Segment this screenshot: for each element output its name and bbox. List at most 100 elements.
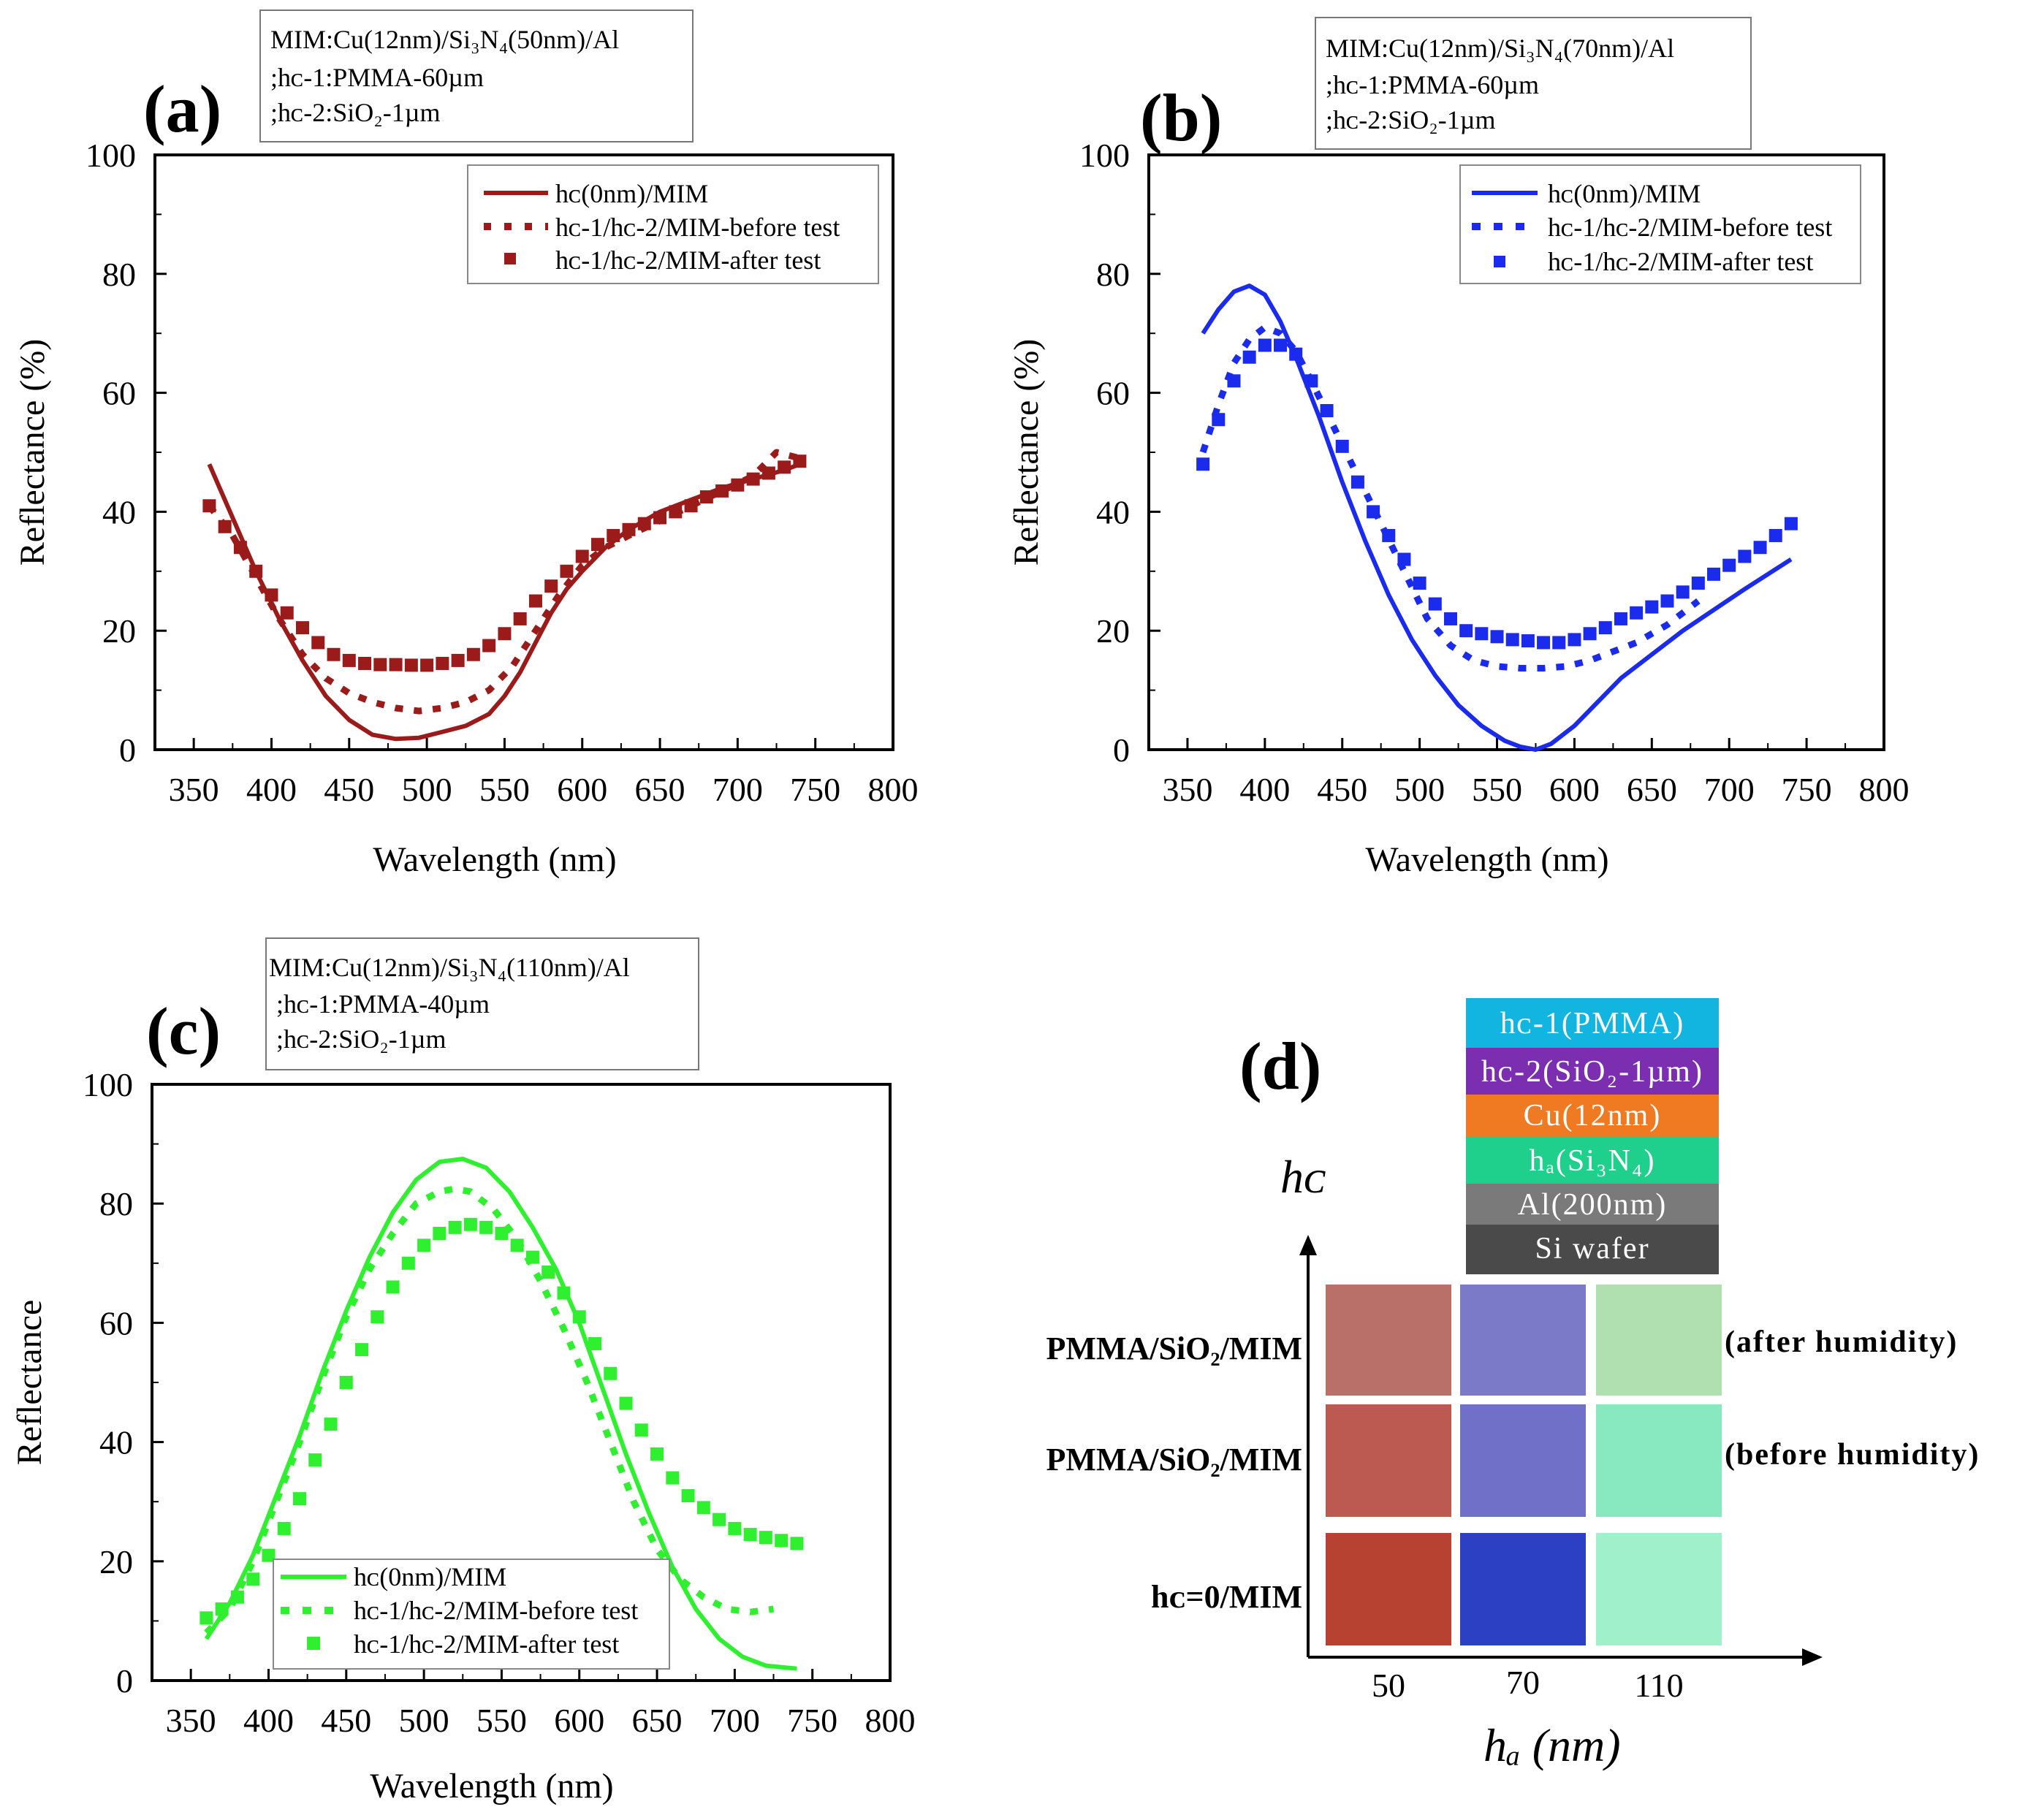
data-point-square	[560, 564, 574, 578]
data-point-square	[280, 606, 294, 620]
swatch-base-70	[1460, 1533, 1586, 1645]
x-tick-label: 550	[479, 771, 530, 808]
y-tick-label: 40	[1096, 493, 1130, 530]
data-point-square	[1645, 600, 1659, 614]
x-tick-label: 600	[554, 1702, 604, 1739]
x-tick-label: 450	[324, 771, 374, 808]
legend-b-item3: hᴄ-1/hᴄ-2/MIM-after test	[1548, 247, 1813, 276]
chart-b: 350 400 450 500 550 600 650 700 750 800 0 20 40 60 80 1…	[1007, 137, 1910, 879]
row-label-base: hᴄ=0/MIM	[1151, 1579, 1302, 1615]
y-tick-label: 80	[102, 256, 136, 293]
y-tick-label: 40	[102, 493, 136, 530]
data-point-square	[619, 1396, 633, 1410]
legend-b-square-swatch	[1494, 256, 1505, 267]
data-point-square	[731, 478, 745, 492]
data-point-square	[1630, 606, 1644, 620]
info-b-line1: MIM:Cu(12nm)/Si₃N₄(70nm)/Al	[1326, 34, 1674, 63]
legend-c-item1: hᴄ(0nm)/MIM	[354, 1562, 506, 1591]
data-point-square	[420, 658, 434, 672]
data-point-square	[296, 621, 309, 635]
data-point-square	[637, 517, 651, 530]
series-before-test-line	[206, 449, 801, 715]
data-point-square	[404, 658, 418, 672]
x-tick-label: 750	[787, 1702, 837, 1739]
layer-si3n4-label: hₐ(Si₃N₄)	[1529, 1144, 1655, 1178]
data-point-square	[327, 647, 341, 661]
x-tick-label: 500	[402, 771, 452, 808]
data-point-square	[759, 1531, 772, 1545]
x-tick-label: 650	[635, 771, 685, 808]
data-point-square	[1320, 404, 1334, 418]
data-point-square	[433, 1227, 447, 1240]
data-point-square	[1258, 338, 1272, 352]
data-point-square	[1335, 439, 1349, 453]
data-point-square	[342, 653, 356, 667]
data-point-square	[1413, 577, 1426, 590]
data-point-square	[358, 656, 372, 670]
layer-sio2-label: hᴄ-2(SiO₂-1µm)	[1481, 1055, 1703, 1089]
legend-b-item1: hᴄ(0nm)/MIM	[1548, 179, 1701, 208]
data-point-square	[666, 1471, 680, 1485]
chart-a: 350 400 450 500 550 600 650 700 750 800 0 20 40 60 80 1…	[13, 137, 919, 879]
data-point-square	[542, 1266, 555, 1279]
layer-cu	[1466, 1095, 1719, 1137]
d-x-axis-arrow	[1802, 1648, 1823, 1666]
data-point-square	[604, 1366, 618, 1380]
data-point-square	[482, 639, 496, 652]
data-point-square	[1505, 633, 1519, 647]
data-point-square	[557, 1286, 571, 1300]
data-point-square	[790, 1537, 804, 1550]
x-tick-label: 450	[1317, 771, 1367, 808]
layer-pmma	[1466, 998, 1719, 1048]
panel-label-b: (b)	[1140, 80, 1222, 155]
x-tick-label: 550	[1472, 771, 1522, 808]
info-box-a	[259, 9, 694, 142]
x-tick-label: 350	[1162, 771, 1212, 808]
data-point-square	[793, 454, 807, 468]
layer-al-label: Al(200nm)	[1518, 1188, 1668, 1222]
data-point-square	[743, 1528, 757, 1542]
panel-label-c: (c)	[146, 994, 221, 1068]
y-tick-label: 60	[99, 1304, 133, 1342]
data-point-square	[525, 1250, 539, 1264]
y-tick-label: 100	[83, 1066, 133, 1103]
y-axis-title: Reflectance	[10, 1300, 49, 1466]
x-tick-label: 500	[1394, 771, 1445, 808]
data-point-square	[371, 1310, 384, 1324]
data-point-square	[463, 1217, 477, 1231]
col-label-110: 110	[1634, 1667, 1683, 1704]
data-point-square	[1753, 541, 1767, 555]
info-c-line1: MIM:Cu(12nm)/Si₃N₄(110nm)/Al	[269, 953, 630, 982]
data-point-square	[1738, 549, 1752, 563]
x-tick-label: 350	[169, 771, 219, 808]
x-tick-label: 400	[246, 771, 297, 808]
data-point-square	[339, 1376, 353, 1389]
series-reference-line	[1201, 284, 1793, 752]
layer-pmma-label: hᴄ-1(PMMA)	[1500, 1007, 1684, 1040]
data-point-square	[230, 1590, 244, 1604]
data-point-square	[775, 1534, 789, 1548]
data-point-square	[1598, 621, 1612, 635]
d-y-axis-label: hᴄ	[1280, 1151, 1326, 1203]
legend-c-square-swatch	[307, 1637, 320, 1650]
data-point-square	[510, 1238, 524, 1252]
data-point-square	[1568, 633, 1581, 647]
swatch-before-70	[1460, 1404, 1586, 1517]
data-point-square	[1274, 338, 1288, 352]
data-point-square	[1304, 374, 1318, 388]
y-tick-label: 20	[1096, 612, 1130, 650]
data-point-square	[448, 1220, 462, 1234]
data-point-square	[311, 636, 325, 650]
data-point-square	[588, 1336, 601, 1350]
swatch-before-50	[1326, 1404, 1451, 1517]
x-axis-title: Wavelength (nm)	[1365, 840, 1608, 879]
x-tick-label: 400	[243, 1702, 294, 1739]
x-tick-label: 750	[1782, 771, 1832, 808]
legend-a-item3: hᴄ-1/hᴄ-2/MIM-after test	[555, 246, 821, 275]
y-tick-label: 0	[116, 1662, 133, 1700]
data-point-square	[355, 1343, 369, 1357]
legend-c-item2: hᴄ-1/hᴄ-2/MIM-before test	[354, 1596, 638, 1625]
layer-cu-label: Cu(12nm)	[1524, 1099, 1662, 1133]
panel-label-a: (a)	[143, 72, 221, 146]
